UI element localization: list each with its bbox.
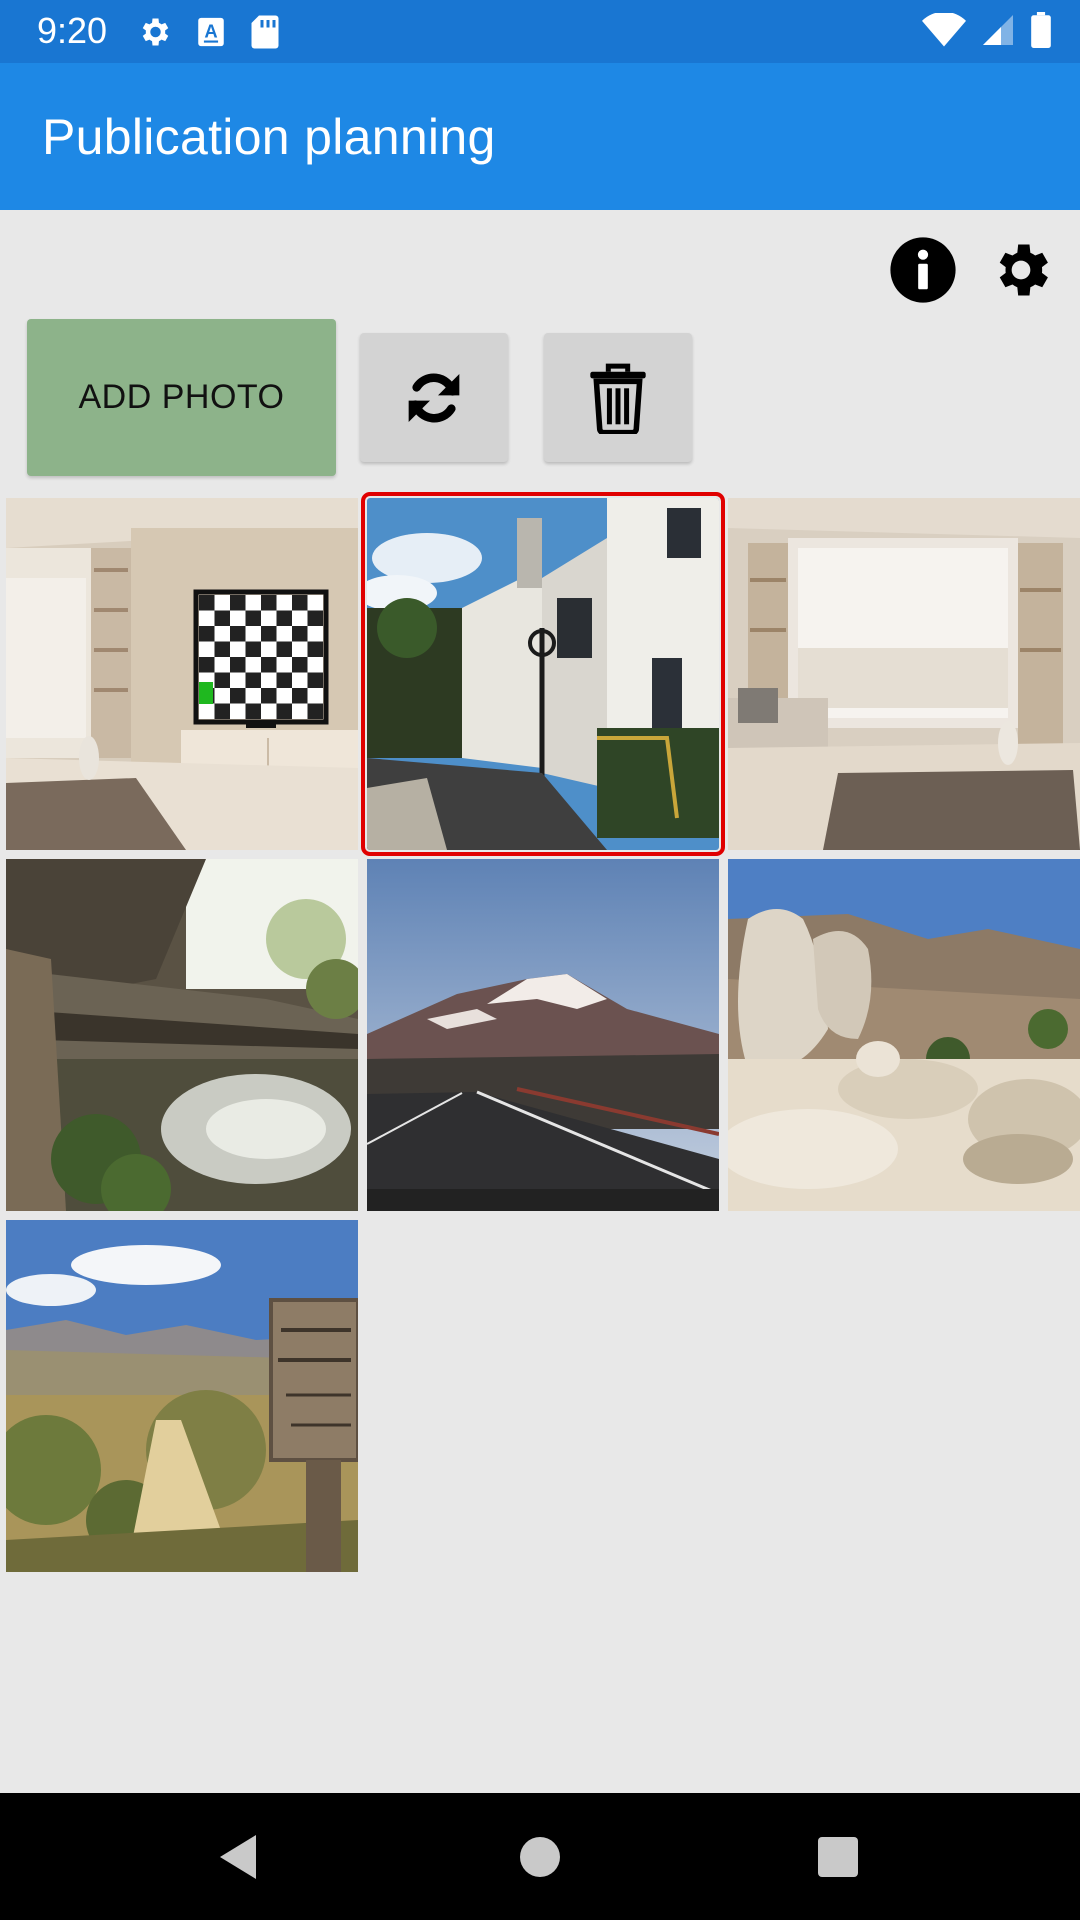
gear-icon xyxy=(999,244,1048,296)
back-button[interactable] xyxy=(178,1793,298,1920)
refresh-icon xyxy=(408,373,460,422)
photo-tile[interactable] xyxy=(6,859,358,1211)
status-left-icons: A xyxy=(136,14,280,55)
status-bar: 9:20 A xyxy=(0,0,1080,63)
refresh-button[interactable] xyxy=(360,333,508,462)
photo-tile-selected[interactable] xyxy=(361,492,725,856)
gear-icon xyxy=(136,14,172,55)
photo-tile[interactable] xyxy=(728,498,1080,850)
home-button[interactable] xyxy=(480,1793,600,1920)
photo-tile[interactable] xyxy=(728,859,1080,1211)
sd-card-icon xyxy=(250,14,280,55)
photo-tile[interactable] xyxy=(6,498,358,850)
back-icon xyxy=(220,1834,256,1879)
settings-button[interactable] xyxy=(986,235,1056,305)
app-bar: Publication planning xyxy=(0,63,1080,210)
status-right-icons xyxy=(922,11,1052,53)
signal-icon xyxy=(980,12,1016,53)
text-a-icon: A xyxy=(194,14,228,55)
svg-text:A: A xyxy=(204,21,217,42)
navigation-bar xyxy=(0,1793,1080,1920)
info-icon xyxy=(890,237,956,303)
photo-tile[interactable] xyxy=(6,1220,358,1572)
wifi-icon xyxy=(922,11,966,52)
top-actions xyxy=(888,235,1056,305)
status-time: 9:20 xyxy=(37,10,108,51)
add-photo-button[interactable]: ADD PHOTO xyxy=(27,319,336,476)
recents-icon xyxy=(818,1836,858,1877)
trash-icon xyxy=(590,363,646,434)
info-button[interactable] xyxy=(888,235,958,305)
home-icon xyxy=(520,1836,560,1877)
delete-button[interactable] xyxy=(544,333,692,462)
page-title: Publication planning xyxy=(42,109,496,165)
photo-tile[interactable] xyxy=(367,859,719,1211)
battery-icon xyxy=(1030,12,1052,53)
recents-button[interactable] xyxy=(778,1793,898,1920)
